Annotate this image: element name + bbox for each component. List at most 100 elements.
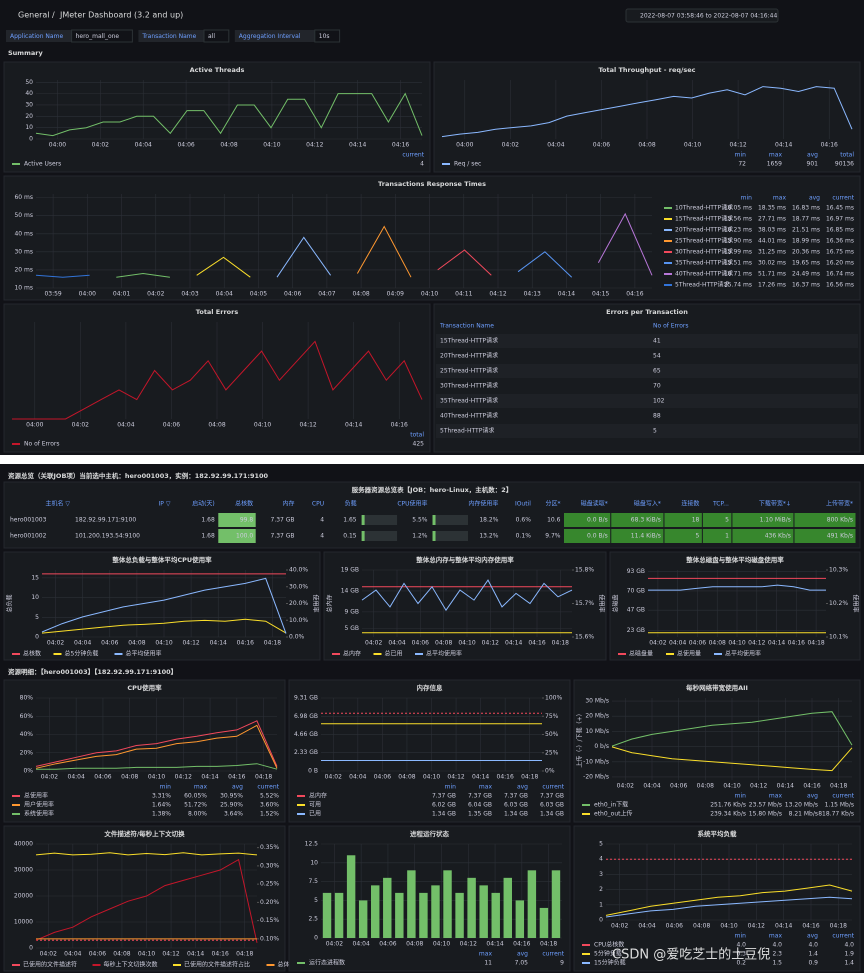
series-line [437, 249, 492, 276]
y2-tick-label: 0.20% [260, 899, 279, 906]
table-cell: 7.37 GB [271, 533, 295, 540]
x-tick-label: 04:12 [750, 783, 767, 790]
cell-gauge-fill [361, 515, 365, 525]
x-tick-label: 04:00 [79, 291, 96, 298]
table-cell: 20Thread-HTTP请求 [440, 352, 498, 360]
series-line [41, 618, 287, 634]
series-line [36, 763, 278, 770]
legend-name: 总核数 [23, 650, 41, 658]
legend-header: min [741, 195, 753, 202]
y-tick-label: 19 GB [341, 567, 359, 574]
table-cell: 1.68 [201, 517, 215, 524]
x-tick-label: 04:12 [306, 142, 323, 149]
legend-swatch [666, 653, 674, 655]
y-tick-label: 15 [31, 574, 39, 581]
x-tick-label: 04:18 [830, 923, 847, 930]
row-title[interactable]: 资源明细：【hero001003】【182.92.99.171:9100】 [8, 667, 177, 676]
y-tick-label: 9 GB [345, 608, 360, 615]
table-cell-bg [702, 529, 732, 543]
y-tick-label: 30 ms [14, 248, 33, 255]
panel-title: Transactions Response Times [378, 180, 486, 188]
legend-name: 系统使用率 [24, 810, 54, 818]
legend-header: max [773, 195, 787, 202]
legend-swatch [297, 962, 305, 964]
x-tick-label: 04:18 [255, 774, 272, 781]
table-cell: 1 [725, 533, 729, 540]
legend-swatch [664, 240, 672, 242]
y2-tick-label: 0.15% [260, 917, 279, 924]
table-cell: 1.2% [412, 533, 428, 540]
y-tick-label: 5 [35, 614, 39, 621]
x-tick-label: 04:02 [40, 951, 57, 958]
table-cell-bg [732, 513, 794, 527]
x-tick-label: 04:12 [182, 640, 199, 647]
x-tick-label: 04:18 [540, 941, 557, 948]
table-header: 启动(天) [192, 500, 215, 508]
x-tick-label: 04:13 [524, 291, 541, 298]
x-tick-label: 04:16 [497, 774, 514, 781]
x-tick-label: 04:10 [728, 640, 745, 647]
y2-tick-label: 40.0% [289, 567, 308, 574]
breadcrumb[interactable]: General [18, 11, 50, 20]
x-tick-label: 04:02 [611, 923, 628, 930]
y-axis-label: 上传（-）/下载（+） [576, 710, 584, 767]
x-tick-label: 04:08 [638, 142, 655, 149]
x-tick-label: 04:05 [250, 291, 267, 298]
legend-value: 901 [807, 161, 819, 168]
legend-header: max [769, 793, 783, 800]
x-tick-label: 04:18 [830, 783, 847, 790]
bar [503, 877, 512, 938]
series-line [276, 236, 332, 278]
legend-swatch [664, 273, 672, 275]
legend-header: min [735, 152, 747, 159]
variable-value: all [208, 33, 215, 40]
x-tick-label: 04:04 [68, 774, 85, 781]
bar [395, 892, 404, 938]
table-cell: 1.10 MiB/s [760, 517, 791, 524]
x-tick-label: 04:16 [392, 142, 409, 149]
legend-name: 总平均使用率 [725, 650, 761, 658]
x-tick-label: 04:07 [318, 291, 335, 298]
table-cell: 18 [692, 517, 700, 524]
legend-value: 23.57 Mb/s [749, 802, 782, 809]
x-tick-label: 04:10 [138, 951, 155, 958]
table-cell-bg [664, 529, 702, 543]
dashboard-title[interactable]: JMeter Dashboard (3.2 and up) [59, 11, 183, 20]
variable-select[interactable] [71, 29, 133, 43]
y-tick-label: 40000 [14, 841, 33, 848]
legend-name: 总内存 [343, 650, 361, 658]
legend-header: avg [807, 793, 818, 800]
time-range[interactable]: 2022-08-07 03:58:46 to 2022-08-07 04:16:… [640, 13, 777, 20]
row-title[interactable]: 资源总览（关联JOB项）当前选中主机：hero001003，实例：182.92.… [8, 471, 269, 480]
y-tick-label: 0 [29, 945, 33, 952]
variable-select[interactable] [314, 29, 341, 43]
variable-select[interactable] [203, 29, 230, 43]
table-cell: 0.0 B/s [587, 533, 608, 540]
table-cell: 0.6% [516, 517, 532, 524]
legend-value: 16.71 ms [724, 271, 752, 278]
x-tick-label: 04:10 [458, 640, 475, 647]
x-tick-label: 04:14 [505, 640, 522, 647]
series-line [597, 212, 653, 276]
x-tick-label: 04:12 [175, 774, 192, 781]
x-tick-label: 04:00 [49, 142, 66, 149]
row-title[interactable]: Summary [8, 49, 43, 57]
legend-name: 用户使用率 [24, 801, 54, 809]
table-cell-bg [702, 513, 732, 527]
panel [3, 551, 321, 661]
table-header: Transaction Name [439, 323, 494, 330]
legend-value: 31.25 ms [758, 249, 786, 256]
x-tick-label: 04:16 [228, 774, 245, 781]
legend-name: 总已用 [385, 650, 403, 658]
legend-name: 总磁盘量 [629, 650, 653, 658]
legend-value: 7.37 GB [432, 793, 456, 800]
legend-header: current [257, 784, 279, 791]
x-tick-label: 04:01 [113, 291, 130, 298]
legend-header: avg [809, 195, 820, 202]
x-tick-label: 04:06 [689, 640, 706, 647]
legend-name: 已使用的文件描述符 [23, 961, 77, 969]
time-picker[interactable] [625, 8, 779, 23]
x-tick-label: 04:14 [187, 951, 204, 958]
y-tick-label: 20 [25, 113, 33, 120]
legend-value: 1.4 [844, 960, 854, 967]
